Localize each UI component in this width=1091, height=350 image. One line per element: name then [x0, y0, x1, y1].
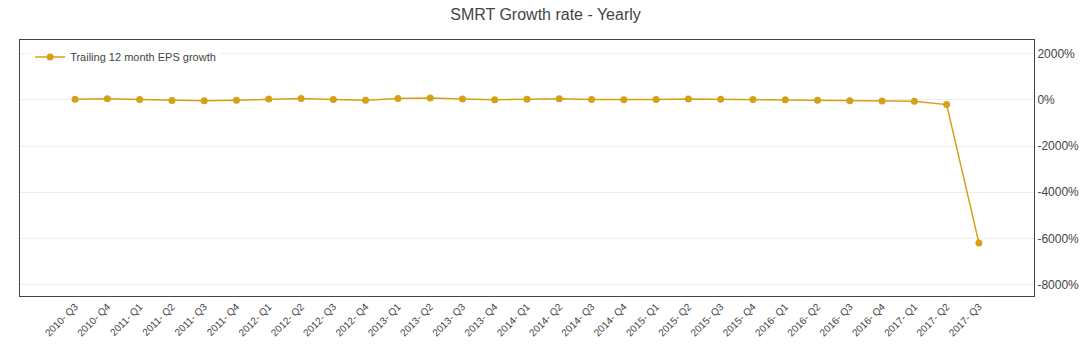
svg-text:2017- Q3: 2017- Q3 [947, 301, 985, 339]
svg-text:2013- Q3: 2013- Q3 [430, 301, 468, 339]
svg-text:-6000%: -6000% [1037, 232, 1079, 246]
svg-text:2013- Q2: 2013- Q2 [398, 301, 436, 339]
svg-text:2011- Q1: 2011- Q1 [108, 301, 145, 338]
svg-text:2014- Q3: 2014- Q3 [559, 301, 597, 339]
svg-text:2011- Q3: 2011- Q3 [172, 301, 209, 338]
svg-text:2017- Q1: 2017- Q1 [882, 301, 920, 339]
svg-text:0%: 0% [1037, 93, 1055, 107]
svg-text:2012- Q2: 2012- Q2 [269, 301, 307, 339]
svg-text:2014- Q1: 2014- Q1 [495, 301, 533, 339]
svg-text:2015- Q4: 2015- Q4 [721, 301, 759, 339]
svg-text:2015- Q1: 2015- Q1 [624, 301, 662, 339]
svg-text:-2000%: -2000% [1037, 139, 1079, 153]
svg-text:2012- Q4: 2012- Q4 [333, 301, 371, 339]
svg-text:2012- Q1: 2012- Q1 [236, 301, 274, 339]
svg-text:Trailing 12 month EPS growth: Trailing 12 month EPS growth [70, 51, 216, 63]
svg-text:2011- Q4: 2011- Q4 [205, 301, 242, 338]
svg-text:2014- Q4: 2014- Q4 [592, 301, 630, 339]
svg-text:2010- Q3: 2010- Q3 [43, 301, 81, 339]
svg-text:-4000%: -4000% [1037, 185, 1079, 199]
svg-text:SMRT Growth rate - Yearly: SMRT Growth rate - Yearly [450, 6, 641, 23]
svg-text:2015- Q2: 2015- Q2 [656, 301, 694, 339]
svg-text:2016- Q1: 2016- Q1 [753, 301, 791, 339]
svg-text:2000%: 2000% [1037, 47, 1075, 61]
svg-text:2017- Q2: 2017- Q2 [914, 301, 952, 339]
svg-text:2016- Q4: 2016- Q4 [850, 301, 888, 339]
svg-text:2013- Q4: 2013- Q4 [462, 301, 500, 339]
svg-text:-8000%: -8000% [1037, 278, 1079, 292]
svg-text:2016- Q3: 2016- Q3 [817, 301, 855, 339]
svg-text:2014- Q2: 2014- Q2 [527, 301, 565, 339]
svg-text:2013- Q1: 2013- Q1 [366, 301, 404, 339]
svg-text:2015- Q3: 2015- Q3 [688, 301, 726, 339]
svg-text:2010- Q4: 2010- Q4 [75, 301, 113, 339]
svg-text:2012- Q3: 2012- Q3 [301, 301, 339, 339]
svg-text:2016- Q2: 2016- Q2 [785, 301, 823, 339]
svg-text:2011- Q2: 2011- Q2 [140, 301, 177, 338]
